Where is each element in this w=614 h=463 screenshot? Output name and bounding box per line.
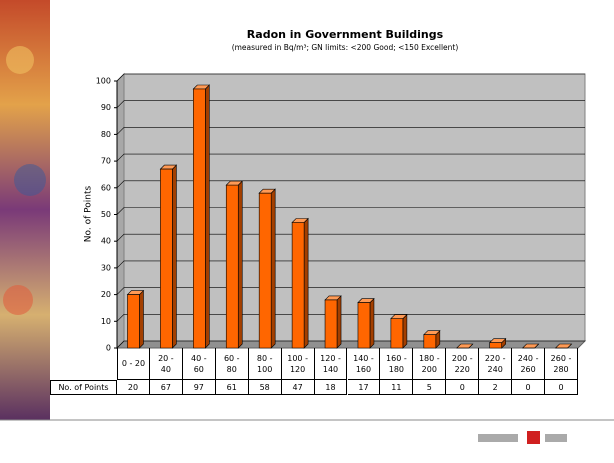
grid-line (116, 100, 585, 108)
bar-side (237, 180, 243, 349)
x-tick-label: 180 - 200 (413, 348, 447, 380)
bar-side (205, 84, 210, 349)
bar-side (172, 164, 177, 349)
bar-front (423, 334, 437, 349)
chart-subtitle: (measured in Bq/m³; GN limits: <200 Good… (232, 43, 459, 52)
x-tick-label: 20 - 40 (149, 348, 183, 380)
bar (423, 329, 441, 349)
y-tick-label: 40 (101, 237, 111, 246)
bar-front (225, 184, 239, 349)
table-value: 2 (479, 380, 513, 395)
table-value: 0 (545, 380, 578, 395)
table-value: 67 (149, 380, 183, 395)
logo (478, 431, 567, 444)
bar-front (193, 88, 206, 349)
decor (3, 285, 33, 315)
grid-line (116, 180, 585, 189)
x-tick-label: 240 - 260 (512, 348, 546, 380)
bar (390, 313, 408, 349)
y-tick-label: 50 (101, 210, 111, 219)
grid-line (116, 207, 585, 215)
chart-title: Radon in Government Buildings (247, 28, 444, 41)
y-tick-label: 70 (101, 157, 111, 166)
x-tick-label: 60 - 80 (215, 348, 249, 380)
logo-text (478, 434, 518, 442)
bar-side (369, 297, 375, 349)
table-value: 5 (413, 380, 447, 395)
grid-line (116, 233, 585, 242)
y-tick-label: 20 (101, 290, 111, 299)
table-value: 97 (182, 380, 216, 395)
table-value: 58 (248, 380, 282, 395)
table-row-label: No. of Points (50, 380, 117, 395)
x-tick-label: 100 - 120 (281, 348, 315, 380)
bar (521, 343, 540, 349)
table-value: 0 (512, 380, 546, 395)
table-value: 18 (314, 380, 348, 395)
bar-front (324, 299, 338, 349)
bar (291, 217, 309, 349)
x-tick-label: 160 - 180 (380, 348, 414, 380)
bar (192, 84, 211, 349)
bar (159, 164, 178, 349)
table-value: 61 (215, 380, 249, 395)
table-value: 0 (446, 380, 480, 395)
y-tick-label: 60 (101, 183, 111, 192)
y-tick-label: 10 (101, 317, 111, 326)
grid-line (116, 287, 585, 295)
bar-front (258, 192, 272, 349)
x-tick-label: 140 - 160 (347, 348, 381, 380)
bar (225, 180, 243, 349)
floor (115, 340, 587, 349)
bar-front (489, 342, 502, 349)
y-tick-label: 90 (101, 103, 111, 112)
x-tick-label: 0 - 20 (117, 348, 150, 380)
y-tick-label: 0 (106, 344, 111, 353)
bar-side (270, 188, 276, 349)
logo-mark (527, 431, 540, 444)
grid-line (116, 260, 585, 269)
x-tick-label: 200 - 220 (446, 348, 480, 380)
table-value: 11 (380, 380, 414, 395)
bar-side (336, 295, 342, 349)
bar (456, 343, 474, 349)
bar-side (402, 313, 408, 349)
table-value: 20 (117, 380, 150, 395)
x-tick-label: 260 - 280 (545, 348, 578, 380)
bar (126, 289, 145, 349)
bar-side (139, 289, 144, 349)
bar-front (357, 302, 371, 349)
y-tick-label: 80 (101, 130, 111, 139)
table-value: 17 (347, 380, 381, 395)
x-tick-label: 120 - 140 (314, 348, 348, 380)
y-tick-label: 30 (101, 263, 111, 272)
grid-line (116, 153, 585, 162)
grid-line (116, 313, 585, 322)
table-value: 47 (281, 380, 315, 395)
bar-front (127, 294, 140, 349)
bar (258, 188, 276, 349)
bar-front (291, 222, 305, 349)
bar (357, 297, 375, 349)
y-axis-title: No. of Points (84, 186, 94, 243)
bar-front (160, 168, 173, 349)
decor (6, 46, 34, 74)
bar-side (303, 217, 309, 349)
x-tick-label: 80 - 100 (248, 348, 282, 380)
grid-line (116, 127, 585, 135)
x-tick-label: 40 - 60 (182, 348, 216, 380)
logo-text (545, 434, 567, 442)
x-tick-label: 220 - 240 (479, 348, 513, 380)
bar (554, 343, 573, 349)
y-tick-label: 100 (96, 77, 111, 86)
decor (14, 164, 46, 196)
bar-front (390, 318, 404, 349)
grid-line (116, 73, 585, 82)
bar (324, 295, 342, 349)
bar (488, 337, 507, 349)
